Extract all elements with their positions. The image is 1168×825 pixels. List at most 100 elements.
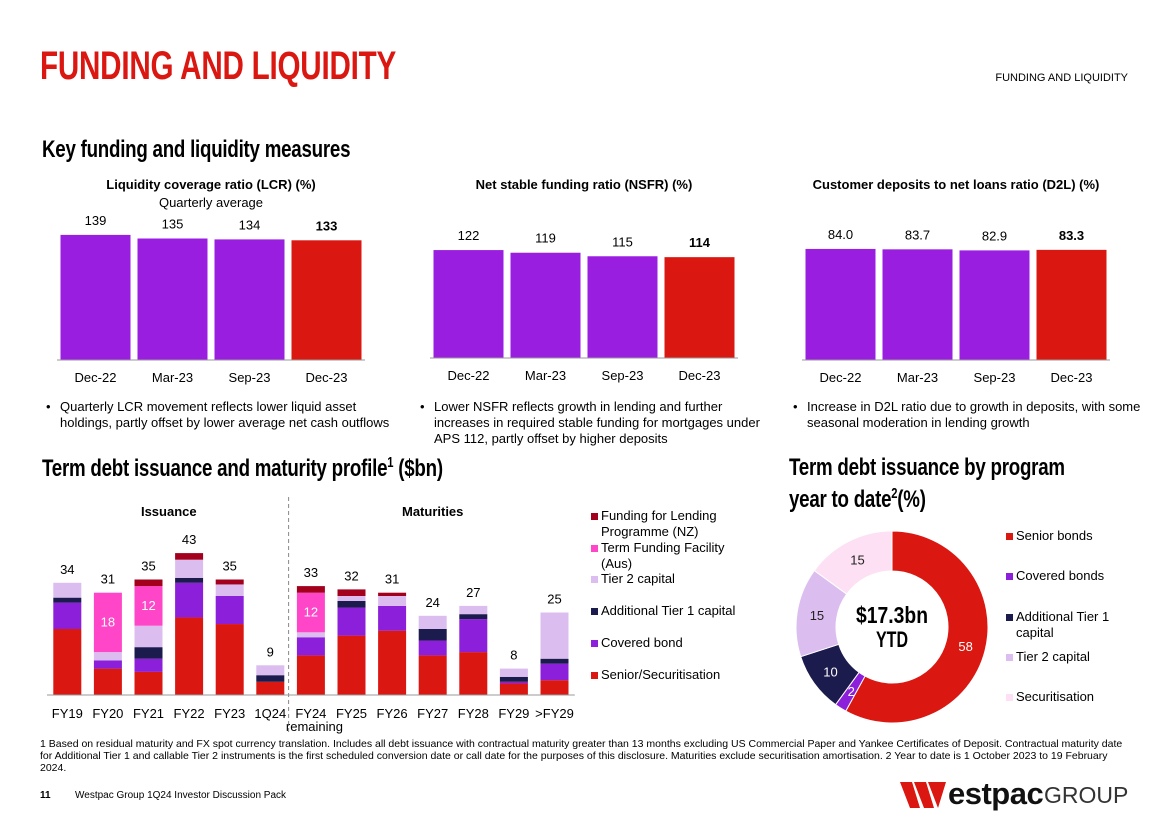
total-label: 33 bbox=[304, 565, 318, 580]
bar-segment bbox=[337, 589, 366, 596]
bar-segment bbox=[53, 597, 82, 603]
title-suffix: (%) bbox=[897, 486, 926, 513]
bar-segment bbox=[215, 596, 244, 625]
bar-segment bbox=[215, 579, 244, 585]
chart-title: Net stable funding ratio (NSFR) (%) bbox=[476, 177, 693, 192]
page-number: 11 bbox=[40, 790, 51, 801]
bar-segment bbox=[540, 663, 569, 681]
value-label: 15 bbox=[850, 552, 864, 567]
bar-segment bbox=[337, 600, 366, 608]
title-text: Term debt issuance and maturity profile bbox=[42, 455, 388, 482]
logo-mark bbox=[900, 782, 920, 808]
bar bbox=[664, 257, 735, 358]
logo-mark bbox=[914, 782, 934, 808]
value-label: 114 bbox=[689, 235, 711, 250]
legend-swatch bbox=[1006, 654, 1013, 661]
x-tick-label: Dec-22 bbox=[448, 368, 490, 383]
x-tick-label: FY24 remaining bbox=[285, 706, 343, 734]
bar bbox=[1036, 249, 1107, 360]
bar-segment bbox=[134, 647, 163, 659]
x-tick-label: Dec-23 bbox=[1051, 370, 1093, 385]
chart-title: Customer deposits to net loans ratio (D2… bbox=[813, 177, 1100, 192]
total-label: 32 bbox=[344, 568, 358, 583]
legend-label: Additional Tier 1 capital bbox=[601, 603, 736, 618]
legend-swatch bbox=[1006, 573, 1013, 580]
bar-segment bbox=[459, 614, 488, 620]
x-tick-label: FY27 bbox=[417, 706, 449, 721]
value-label: 135 bbox=[162, 217, 184, 232]
bar-segment bbox=[256, 665, 285, 676]
x-tick-label: FY26 bbox=[376, 706, 408, 721]
bar-segment bbox=[296, 632, 325, 638]
legend-swatch bbox=[591, 576, 598, 583]
bar-segment bbox=[134, 625, 163, 648]
bar-segment bbox=[256, 675, 285, 682]
value-label: 134 bbox=[239, 217, 261, 232]
legend-swatch bbox=[591, 545, 598, 552]
bar-segment bbox=[93, 668, 122, 695]
bullet: Lower NSFR reflects growth in lending an… bbox=[414, 399, 779, 447]
total-label: 25 bbox=[547, 592, 561, 607]
bar-segment bbox=[540, 680, 569, 695]
bar bbox=[433, 250, 504, 358]
title-note: 2 bbox=[891, 486, 898, 502]
bar-segment bbox=[499, 681, 528, 684]
bar bbox=[510, 252, 581, 358]
total-label: 34 bbox=[60, 562, 74, 577]
value-label: 10 bbox=[823, 665, 837, 680]
title-note: 1 bbox=[387, 455, 394, 471]
total-label: 35 bbox=[222, 559, 236, 574]
bullet: Increase in D2L ratio due to growth in d… bbox=[787, 399, 1152, 431]
bar-segment bbox=[418, 640, 447, 656]
bar-segment bbox=[296, 637, 325, 656]
logo-mark bbox=[928, 782, 946, 808]
bar bbox=[291, 240, 362, 360]
x-tick-label: FY21 bbox=[132, 706, 165, 721]
x-tick-label: Mar-23 bbox=[897, 370, 938, 385]
x-tick-label: Dec-22 bbox=[75, 370, 117, 385]
title-suffix: ($bn) bbox=[398, 455, 443, 482]
value-label: 2 bbox=[848, 684, 855, 699]
value-label: 115 bbox=[612, 234, 633, 249]
legend-swatch bbox=[591, 608, 598, 615]
segment-label: 12 bbox=[304, 605, 318, 620]
x-tick-label: Dec-23 bbox=[679, 368, 721, 383]
bar bbox=[214, 239, 285, 360]
legend-label: Additional Tier 1 capital bbox=[1016, 609, 1110, 640]
total-label: 35 bbox=[141, 559, 155, 574]
value-label: 15 bbox=[810, 608, 824, 623]
x-tick-label: Sep-23 bbox=[974, 370, 1016, 385]
bar-segment bbox=[499, 668, 528, 677]
bar-segment bbox=[175, 582, 204, 618]
group-label: Issuance bbox=[141, 504, 197, 519]
x-tick-label: FY29 bbox=[498, 706, 530, 721]
bar-segment bbox=[540, 612, 569, 659]
x-tick-label: >FY29 bbox=[535, 706, 574, 721]
bar-segment bbox=[256, 681, 285, 695]
x-tick-label: Sep-23 bbox=[229, 370, 271, 385]
section-title: Key funding and liquidity measures bbox=[42, 136, 351, 163]
legend-label: Senior bonds bbox=[1016, 528, 1093, 543]
bar-segment bbox=[175, 559, 204, 578]
bar-segment bbox=[499, 683, 528, 695]
group-label: Maturities bbox=[402, 504, 463, 519]
chart-subtitle: Quarterly average bbox=[159, 195, 263, 210]
x-tick-label: FY28 bbox=[457, 706, 489, 721]
bar-segment bbox=[418, 615, 447, 629]
total-label: 8 bbox=[510, 648, 517, 663]
legend-swatch bbox=[591, 513, 598, 520]
bar-segment bbox=[53, 629, 82, 695]
bar-segment bbox=[175, 617, 204, 695]
value-label: 83.7 bbox=[905, 227, 930, 242]
value-label: 82.9 bbox=[982, 228, 1007, 243]
footer-text: Westpac Group 1Q24 Investor Discussion P… bbox=[75, 790, 287, 801]
x-tick-label: FY19 bbox=[51, 706, 83, 721]
bar bbox=[137, 238, 208, 360]
legend-label: Tier 2 capital bbox=[1016, 649, 1090, 664]
x-tick-label: Dec-23 bbox=[306, 370, 348, 385]
x-tick-label: Dec-22 bbox=[820, 370, 862, 385]
x-tick-label: FY25 bbox=[335, 706, 368, 721]
bar-segment bbox=[418, 655, 447, 695]
bar-segment bbox=[337, 596, 366, 601]
